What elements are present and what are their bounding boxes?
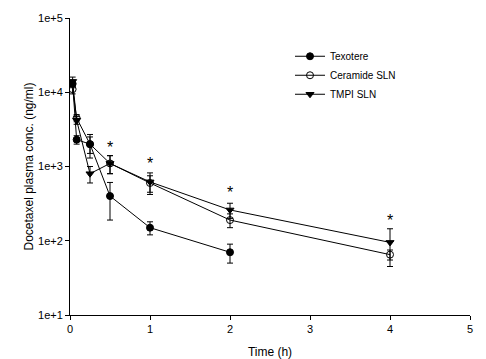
svg-text:1e+2: 1e+2	[38, 235, 63, 247]
svg-text:3: 3	[307, 323, 313, 335]
svg-text:1e+1: 1e+1	[38, 309, 63, 321]
svg-text:*: *	[227, 184, 233, 201]
svg-text:*: *	[107, 139, 113, 156]
svg-text:0: 0	[67, 323, 73, 335]
svg-text:Texotere: Texotere	[330, 51, 369, 62]
svg-text:*: *	[147, 155, 153, 172]
svg-text:2: 2	[227, 323, 233, 335]
svg-text:5: 5	[467, 323, 473, 335]
svg-text:Time (h): Time (h)	[248, 345, 292, 359]
svg-text:TMPI SLN: TMPI SLN	[330, 89, 376, 100]
svg-text:*: *	[387, 212, 393, 229]
svg-text:4: 4	[387, 323, 393, 335]
svg-text:Ceramide SLN: Ceramide SLN	[330, 70, 396, 81]
svg-text:1e+4: 1e+4	[38, 86, 63, 98]
svg-text:1e+3: 1e+3	[38, 160, 63, 172]
svg-text:1e+5: 1e+5	[38, 12, 63, 24]
svg-text:Docetaxel plasma conc. (ng/ml): Docetaxel plasma conc. (ng/ml)	[22, 82, 36, 250]
svg-text:1: 1	[147, 323, 153, 335]
